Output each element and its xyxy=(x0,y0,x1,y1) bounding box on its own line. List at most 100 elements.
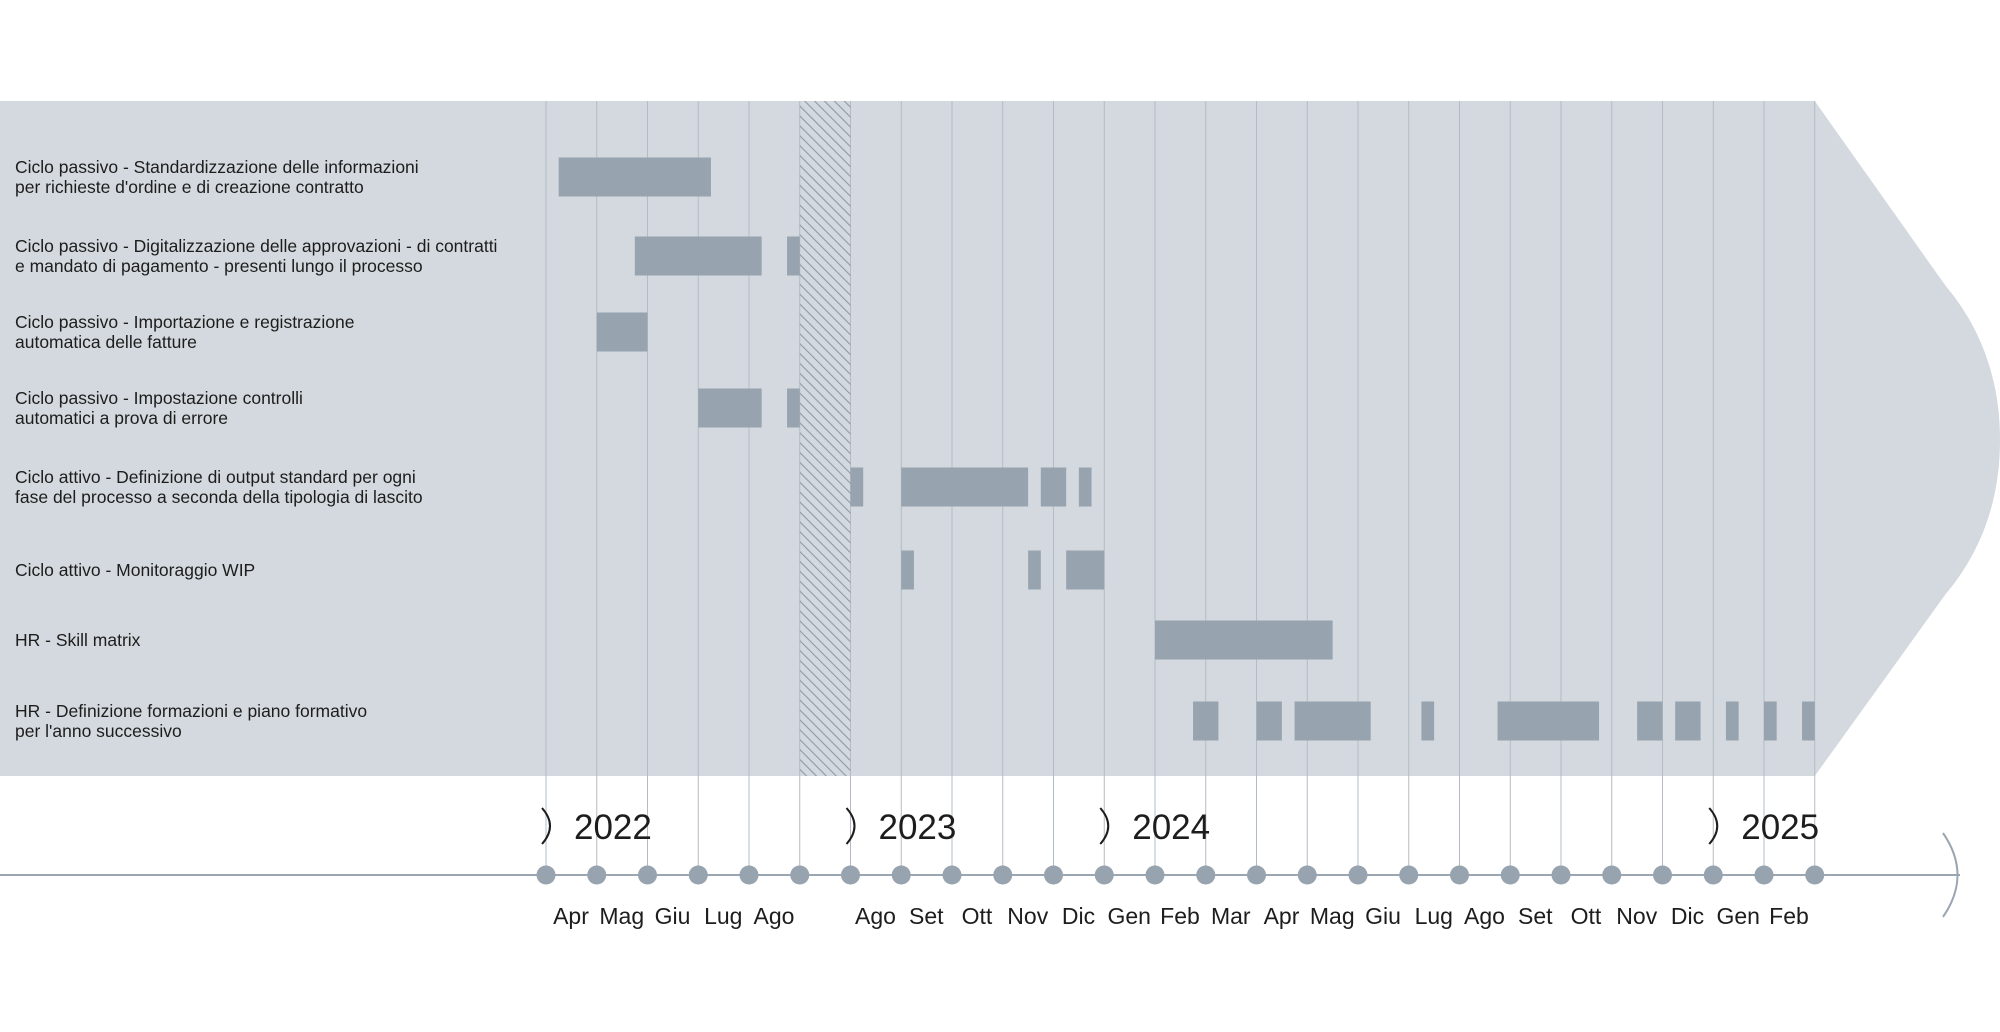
tick-label: Ott xyxy=(962,903,993,929)
tick-dot xyxy=(739,865,759,885)
tick-label: Lug xyxy=(704,903,742,929)
tick-dot xyxy=(1399,865,1419,885)
tick-label: Mag xyxy=(599,903,644,929)
year-markers: 2022 2023 2024 2025 xyxy=(541,807,1819,847)
task-label: Ciclo passivo - Importazione e registraz… xyxy=(15,312,354,332)
tick-dot xyxy=(891,865,911,885)
task-labels: Ciclo passivo - Standardizzazione delle … xyxy=(15,157,497,741)
tick-dot xyxy=(790,865,810,885)
task-bars xyxy=(558,157,1815,741)
tick-dot xyxy=(1145,865,1165,885)
task-bar xyxy=(1675,701,1701,741)
task-bar xyxy=(1078,467,1092,507)
task-bar xyxy=(1294,701,1371,741)
year-label: 2023 xyxy=(879,808,957,847)
year-chevron-icon xyxy=(1099,807,1110,845)
tick-label: Mar xyxy=(1211,903,1251,929)
task-bar xyxy=(1421,701,1435,741)
task-bar xyxy=(1497,701,1600,741)
task-label: HR - Definizione formazioni e piano form… xyxy=(15,701,367,721)
tick-dot xyxy=(1044,865,1063,885)
tick-dot xyxy=(1602,865,1622,885)
tick-label: Apr xyxy=(1264,903,1300,929)
tick-dot xyxy=(688,865,708,885)
tick-dot xyxy=(1094,865,1114,885)
task-label: Ciclo passivo - Impostazione controlli xyxy=(15,388,303,408)
task-bar xyxy=(901,467,1029,507)
task-bar xyxy=(1155,620,1333,660)
tick-dot xyxy=(587,865,607,885)
tick-dot xyxy=(841,865,860,885)
tick-label: Ago xyxy=(1464,903,1505,929)
tick-label: Gen xyxy=(1108,903,1151,929)
tick-dot xyxy=(536,865,556,885)
tick-dot xyxy=(638,865,657,885)
task-label: automatici a prova di errore xyxy=(15,408,228,428)
tick-label: Feb xyxy=(1160,903,1200,929)
task-bar xyxy=(1637,701,1663,741)
tick-dot xyxy=(1703,865,1723,885)
year-label: 2025 xyxy=(1741,808,1819,847)
task-bar xyxy=(1725,701,1739,741)
task-label: per richieste d'ordine e di creazione co… xyxy=(15,177,364,197)
timeline-break-band xyxy=(799,101,851,776)
tick-dot xyxy=(1500,865,1520,885)
task-bar xyxy=(1802,701,1815,741)
tick-label: Dic xyxy=(1671,903,1704,929)
tick-label: Ago xyxy=(754,903,795,929)
task-bar xyxy=(850,467,864,507)
task-label: Ciclo attivo - Monitoraggio WIP xyxy=(15,560,255,580)
task-bar xyxy=(1028,550,1041,590)
tick-label: Ago xyxy=(855,903,896,929)
task-label: automatica delle fatture xyxy=(15,332,197,352)
task-bar xyxy=(1040,467,1067,507)
task-bar xyxy=(698,388,762,428)
task-bar xyxy=(1066,550,1105,590)
task-bar xyxy=(1256,701,1282,741)
tick-dot xyxy=(1348,865,1368,885)
task-bar xyxy=(596,312,648,352)
tick-label: Nov xyxy=(1007,903,1048,929)
tick-label: Mag xyxy=(1310,903,1355,929)
year-chevron-icon xyxy=(845,807,856,845)
year-chevron-icon xyxy=(1708,807,1719,845)
task-label: per l'anno successivo xyxy=(15,721,182,741)
task-bar xyxy=(634,236,762,276)
tick-dot xyxy=(1297,865,1317,885)
year-label: 2024 xyxy=(1132,808,1210,847)
tick-dot xyxy=(1805,865,1825,885)
tick-dot xyxy=(1653,865,1672,885)
task-bar xyxy=(1193,701,1219,741)
tick-label: Apr xyxy=(553,903,589,929)
task-bar xyxy=(558,157,711,197)
tick-label: Nov xyxy=(1616,903,1657,929)
tick-dot xyxy=(1450,865,1469,885)
task-label: fase del processo a seconda della tipolo… xyxy=(15,487,423,507)
tick-label: Dic xyxy=(1062,903,1095,929)
task-label: Ciclo attivo - Definizione di output sta… xyxy=(15,467,416,487)
task-label: Ciclo passivo - Digitalizzazione delle a… xyxy=(15,236,497,256)
tick-label: Giu xyxy=(655,903,691,929)
task-bar xyxy=(901,550,914,590)
tick-dot xyxy=(1551,865,1571,885)
tick-dot xyxy=(1247,865,1266,885)
year-label: 2022 xyxy=(574,808,652,847)
task-bar xyxy=(787,236,800,276)
year-chevron-icon xyxy=(541,807,551,845)
tick-label: Feb xyxy=(1769,903,1809,929)
tick-dot xyxy=(1754,865,1774,885)
task-bar xyxy=(1764,701,1777,741)
tick-label: Giu xyxy=(1365,903,1401,929)
tick-label: Ott xyxy=(1571,903,1602,929)
timeline-panel xyxy=(0,101,2000,776)
task-label: HR - Skill matrix xyxy=(15,630,141,650)
tick-dot xyxy=(1196,865,1216,885)
tick-label: Lug xyxy=(1415,903,1453,929)
timeline-ticks: Apr Mag Giu Lug Ago Ago Set Ott Nov Dic Gen Feb Mar A… xyxy=(536,865,1825,929)
tick-label: Gen xyxy=(1717,903,1760,929)
tick-label: Set xyxy=(1518,903,1553,929)
task-label: e mandato di pagamento - presenti lungo … xyxy=(15,256,423,276)
task-bar xyxy=(787,388,800,428)
axis-arrow-icon xyxy=(1942,832,1959,918)
